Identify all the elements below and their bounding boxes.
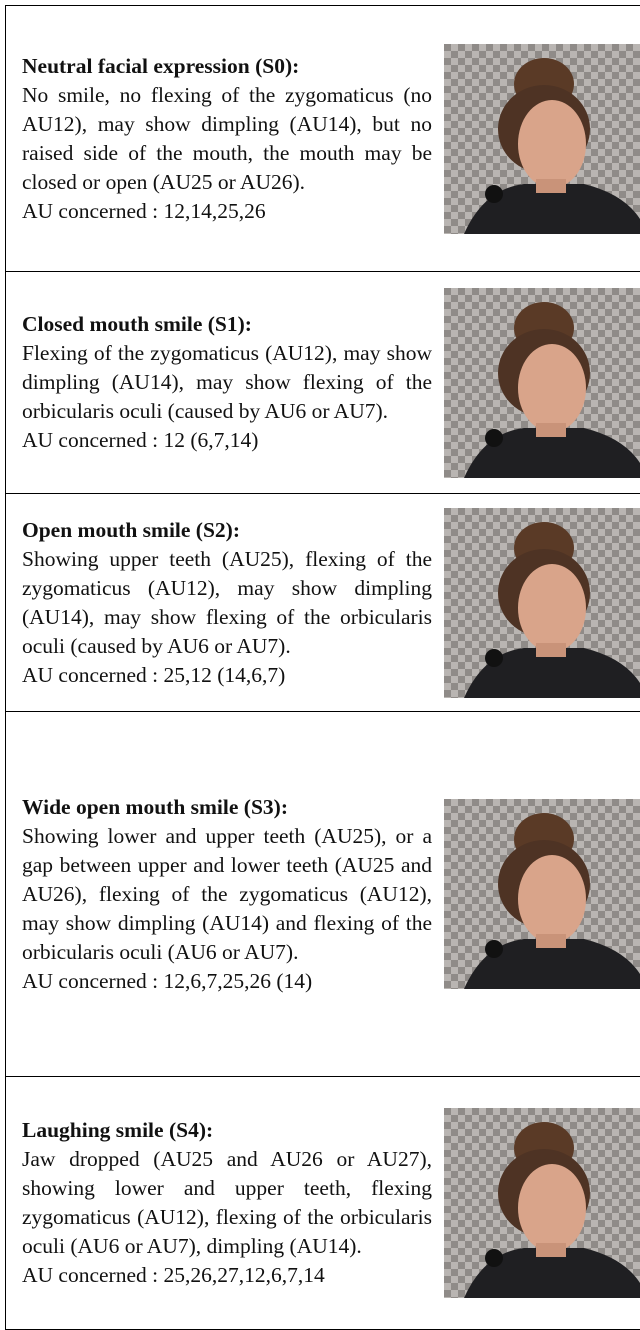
image-cell xyxy=(444,494,640,712)
page: Neutral facial expression (S0):No smile,… xyxy=(0,0,640,1329)
text-cell: Neutral facial expression (S0):No smile,… xyxy=(6,6,445,272)
image-cell xyxy=(444,6,640,272)
text-cell: Open mouth smile (S2):Showing upper teet… xyxy=(6,494,445,712)
text-cell: Closed mouth smile (S1):Flexing of the z… xyxy=(6,272,445,494)
row-description: No smile, no flexing of the zygomaticus … xyxy=(22,81,432,197)
text-cell: Laughing smile (S4):Jaw dropped (AU25 an… xyxy=(6,1077,445,1330)
au-line: AU concerned : 25,26,27,12,6,7,14 xyxy=(22,1261,432,1290)
portrait xyxy=(444,288,640,478)
row: Open mouth smile (S2):Showing upper teet… xyxy=(6,494,640,712)
au-line: AU concerned : 12 (6,7,14) xyxy=(22,426,432,455)
row: Laughing smile (S4):Jaw dropped (AU25 an… xyxy=(6,1077,640,1330)
au-line: AU concerned : 12,14,25,26 xyxy=(22,197,432,226)
portrait xyxy=(444,44,640,234)
portrait xyxy=(444,1108,640,1298)
row-title: Neutral facial expression (S0): xyxy=(22,52,432,81)
row: Closed mouth smile (S1):Flexing of the z… xyxy=(6,272,640,494)
row-title: Open mouth smile (S2): xyxy=(22,516,432,545)
row: Neutral facial expression (S0):No smile,… xyxy=(6,6,640,272)
portrait xyxy=(444,799,640,989)
text-cell: Wide open mouth smile (S3):Showing lower… xyxy=(6,712,445,1077)
image-cell xyxy=(444,712,640,1077)
table-body: Neutral facial expression (S0):No smile,… xyxy=(6,6,640,1330)
table: Neutral facial expression (S0):No smile,… xyxy=(5,5,640,1330)
image-cell xyxy=(444,1077,640,1330)
row-description: Showing upper teeth (AU25), flexing of t… xyxy=(22,545,432,661)
row-title: Wide open mouth smile (S3): xyxy=(22,793,432,822)
au-line: AU concerned : 12,6,7,25,26 (14) xyxy=(22,967,432,996)
row-description: Flexing of the zygomaticus (AU12), may s… xyxy=(22,339,432,426)
portrait xyxy=(444,508,640,698)
au-line: AU concerned : 25,12 (14,6,7) xyxy=(22,661,432,690)
row-description: Showing lower and upper teeth (AU25), or… xyxy=(22,822,432,967)
row-title: Closed mouth smile (S1): xyxy=(22,310,432,339)
row-description: Jaw dropped (AU25 and AU26 or AU27), sho… xyxy=(22,1145,432,1261)
row: Wide open mouth smile (S3):Showing lower… xyxy=(6,712,640,1077)
row-title: Laughing smile (S4): xyxy=(22,1116,432,1145)
image-cell xyxy=(444,272,640,494)
